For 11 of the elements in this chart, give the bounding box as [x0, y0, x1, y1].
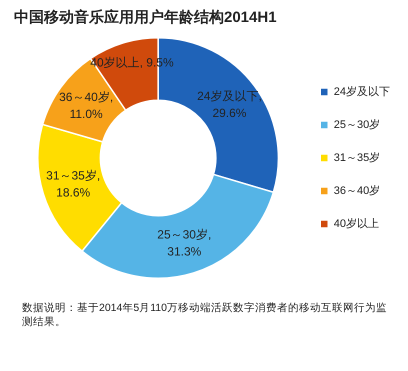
legend-label: 31～35岁 — [334, 152, 380, 164]
legend-label: 36～40岁 — [334, 185, 380, 198]
data-label: 24岁及以下, 29.6% — [197, 89, 262, 120]
chart-title: 中国移动音乐应用用户年龄结构2014H1 — [14, 8, 278, 27]
text: 数据说明：基于2014年5月110万移动端活跃数字消费者的移动互联网行为监测结果。 — [22, 301, 388, 329]
data-label: 25～30岁, 31.3% — [157, 227, 212, 258]
data-label: 36～40岁, 11.0% — [59, 90, 114, 122]
legend-label: 25～30岁 — [334, 119, 380, 132]
legend-label: 24岁及以下 — [334, 85, 390, 98]
legend-label: 40岁以上 — [334, 217, 380, 230]
data-label: 31～35岁, 18.6% — [46, 168, 100, 200]
